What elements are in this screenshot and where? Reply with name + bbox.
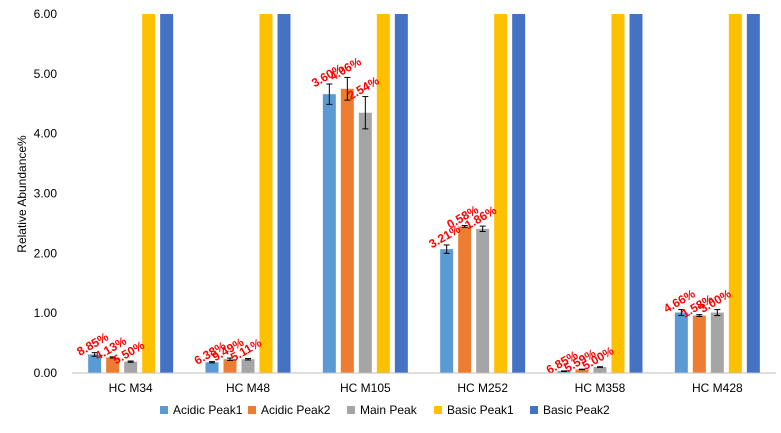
x-tick-label: HC M252	[457, 381, 508, 395]
bar	[746, 14, 760, 373]
error-bar	[443, 244, 450, 254]
bar	[394, 14, 408, 373]
error-bar	[91, 352, 98, 357]
error-bars	[91, 76, 721, 373]
y-tick-label: 5.00	[34, 67, 58, 81]
x-tick-label: HC M48	[226, 381, 270, 395]
bar	[611, 14, 625, 373]
legend-swatch	[530, 406, 538, 414]
error-bar	[714, 309, 721, 317]
bar	[322, 94, 336, 373]
error-bar	[597, 366, 603, 368]
legend-label: Main Peak	[360, 403, 418, 417]
error-bar	[227, 357, 233, 361]
bar	[223, 359, 237, 373]
bar	[629, 14, 643, 373]
x-tick-label: HC M358	[575, 381, 626, 395]
error-bar	[326, 83, 333, 105]
bar	[241, 359, 255, 373]
y-tick-label: 6.00	[34, 7, 58, 21]
data-label: 4.06%	[327, 54, 364, 83]
legend-swatch	[248, 406, 256, 414]
legend-label: Acidic Peak2	[261, 403, 331, 417]
legend-item: Acidic Peak2	[248, 403, 331, 417]
error-bar	[479, 225, 486, 232]
bar	[710, 312, 724, 373]
bar	[160, 14, 174, 373]
y-tick-label: 4.00	[34, 127, 58, 141]
bar	[494, 14, 508, 373]
bar	[88, 354, 102, 373]
bar	[142, 14, 156, 373]
legend-label: Acidic Peak1	[173, 403, 243, 417]
bar	[277, 14, 291, 373]
y-tick-label: 1.00	[34, 306, 58, 320]
x-axis: HC M34 HC M48 HC M105 HC M252 HC M358 HC M428	[109, 381, 743, 395]
bar	[476, 228, 490, 373]
error-bar	[127, 360, 134, 363]
bar	[692, 315, 706, 373]
error-bar	[209, 361, 215, 364]
legend-swatch	[160, 406, 168, 414]
legend-item: Basic Peak2	[530, 403, 610, 417]
bar	[674, 312, 688, 373]
legend-item: Basic Peak1	[434, 403, 514, 417]
bar	[340, 88, 354, 374]
y-axis-label: Relative Abundance%	[15, 135, 29, 253]
bar	[593, 367, 607, 373]
data-label: 2.54%	[345, 73, 382, 102]
error-bar	[344, 76, 351, 101]
legend-swatch	[434, 406, 442, 414]
bar	[358, 112, 372, 373]
x-tick-label: HC M105	[340, 381, 391, 395]
x-tick-label: HC M428	[692, 381, 743, 395]
error-bar	[461, 225, 468, 228]
error-bar	[696, 314, 703, 317]
bar	[440, 249, 454, 373]
bar	[124, 361, 138, 373]
legend-label: Basic Peak2	[543, 403, 610, 417]
bars	[88, 14, 760, 374]
bar	[205, 362, 219, 373]
error-bar	[678, 309, 685, 317]
bar	[458, 226, 472, 373]
bar	[376, 14, 390, 373]
error-bar	[362, 96, 369, 130]
bar	[106, 357, 120, 373]
legend-label: Basic Peak1	[447, 403, 514, 417]
y-tick-label: 3.00	[34, 187, 58, 201]
bar	[259, 14, 273, 373]
bar	[512, 14, 526, 373]
error-bar	[561, 370, 567, 373]
legend: Acidic Peak1 Acidic Peak2 Main Peak Basic P…	[160, 403, 610, 417]
x-tick-label: HC M34	[109, 381, 153, 395]
y-axis: 0.00 1.00 2.00 3.00 4.00 5.00 6.00	[34, 7, 58, 380]
bar	[575, 369, 589, 373]
legend-swatch	[347, 406, 355, 414]
bar	[728, 14, 742, 373]
y-tick-label: 2.00	[34, 246, 58, 260]
legend-item: Acidic Peak1	[160, 403, 243, 417]
y-tick-label: 0.00	[34, 366, 58, 380]
error-bar	[245, 358, 251, 361]
bar	[557, 371, 571, 373]
error-bar	[109, 356, 116, 359]
legend-item: Main Peak	[347, 403, 418, 417]
data-label: 3.00%	[697, 286, 734, 315]
